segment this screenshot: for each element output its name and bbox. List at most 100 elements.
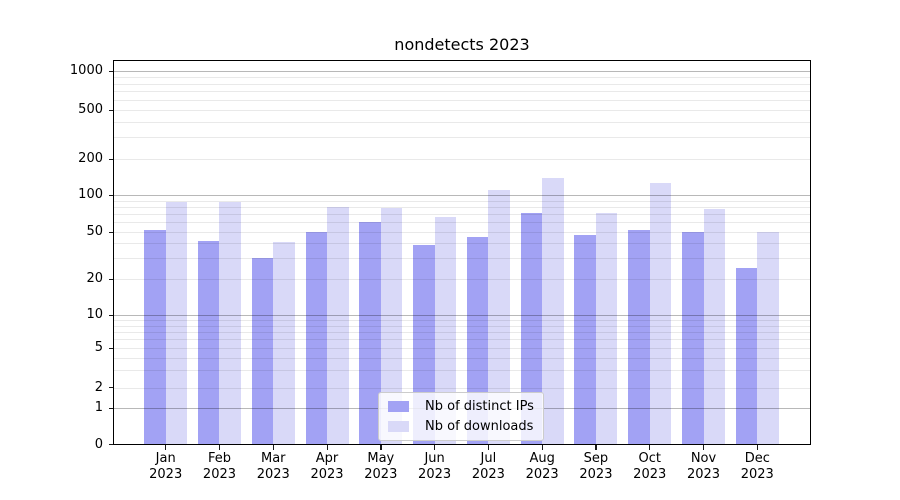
x-tick-label: Apr 2023 [295,451,359,482]
y-gridline-minor [113,214,811,216]
x-tick-label: Mar 2023 [241,451,305,482]
chart-title: nondetects 2023 [394,35,530,54]
bar-downloads [703,208,725,445]
x-tick-label: May 2023 [349,451,413,482]
y-gridline-minor [113,91,811,93]
x-tick-mark [649,445,651,450]
y-tick-label: 500 [78,102,103,117]
legend: Nb of distinct IPs Nb of downloads [378,392,544,441]
bar-downloads [434,217,457,445]
x-tick-month: Jan [155,451,176,466]
y-tick-label: 5 [94,340,103,355]
x-tick-year: 2023 [202,466,237,482]
grid-layer [113,60,811,445]
legend-label: Nb of downloads [425,419,534,434]
y-tick-label: 2 [94,379,103,395]
legend-swatch-downloads [388,421,409,432]
x-tick-label: Sep 2023 [564,451,628,482]
plot-area: Nb of distinct IPs Nb of downloads [113,60,811,445]
y-tick-label: 50 [86,224,103,239]
y-gridline-minor [113,200,811,202]
bar-downloads [165,201,188,445]
x-tick-mark [703,445,705,450]
x-tick-mark [756,445,758,450]
x-tick-year: 2023 [418,466,452,482]
bar-distinct-ips [520,212,543,445]
y-tick-mark [108,387,113,389]
y-gridline-minor [113,357,811,359]
bar-downloads [542,177,564,445]
legend-item-downloads: Nb of downloads [388,419,534,434]
bar-distinct-ips [144,229,166,445]
y-tick-label: 20 [86,271,103,286]
y-gridline-major [113,315,811,316]
x-tick-label: Aug 2023 [510,451,574,482]
x-tick-year: 2023 [364,466,398,482]
x-tick-month: Jul [480,451,497,466]
x-tick-mark [487,445,490,450]
y-tick-label: 200 [78,151,103,166]
y-tick-mark [108,347,113,349]
x-tick-month: May [367,451,395,466]
y-gridline-minor [113,370,811,372]
x-tick-month: Aug [529,451,555,466]
bar-distinct-ips [574,235,596,445]
bar-distinct-ips [305,232,328,445]
x-tick-year: 2023 [310,466,344,482]
bar-downloads [327,206,349,445]
legend-label: Nb of distinct IPs [425,399,534,414]
x-tick-month: Feb [207,451,231,466]
y-gridline-minor [113,121,811,123]
y-gridline-minor [113,387,811,389]
x-tick-month: Nov [690,451,717,466]
bar-distinct-ips [735,267,758,445]
bar-downloads [219,201,241,445]
y-tick-label: 0 [94,436,103,452]
x-tick-month: Mar [260,451,286,466]
y-gridline-minor [113,232,811,233]
x-tick-month: Apr [315,451,339,466]
y-gridline-minor [113,331,811,333]
y-gridline-minor [113,99,811,101]
x-tick-year: 2023 [256,466,290,482]
y-tick-mark [108,231,113,233]
y-tick-mark [108,407,113,409]
bar-distinct-ips [251,258,274,445]
x-tick-mark [272,445,274,450]
y-gridline-minor [113,206,811,208]
legend-item-distinct-ips: Nb of distinct IPs [388,399,534,414]
legend-swatch-distinct-ips [388,401,409,412]
bar-distinct-ips [359,222,381,445]
x-tick-mark [434,445,436,450]
x-tick-month: Jun [424,451,445,466]
x-tick-mark [541,445,543,450]
y-gridline-minor [113,348,811,349]
x-tick-mark [326,445,328,450]
y-tick-label: 1 [94,400,103,415]
x-tick-mark [218,445,221,450]
y-tick-mark [108,194,113,196]
x-tick-label: Feb 2023 [187,451,251,482]
x-tick-label: Jan 2023 [134,451,198,482]
y-tick-label: 100 [78,187,103,202]
y-gridline-major [113,71,811,72]
y-gridline-minor [113,279,811,280]
x-tick-month: Oct [638,451,661,466]
x-tick-year: 2023 [149,466,183,482]
y-gridline-minor [113,110,811,111]
x-tick-mark [380,445,382,450]
x-tick-year: 2023 [471,466,505,482]
x-tick-mark [595,445,597,450]
x-tick-year: 2023 [740,466,774,482]
bar-distinct-ips [628,229,650,445]
bar-downloads [380,207,403,445]
x-tick-year: 2023 [579,466,613,482]
x-tick-label: Oct 2023 [618,451,682,482]
bar-downloads [595,212,618,445]
y-gridline-minor [113,159,811,160]
y-gridline-major [113,195,811,196]
x-tick-month: Dec [744,451,770,466]
y-gridline-minor [113,325,811,327]
y-gridline-minor [113,339,811,341]
